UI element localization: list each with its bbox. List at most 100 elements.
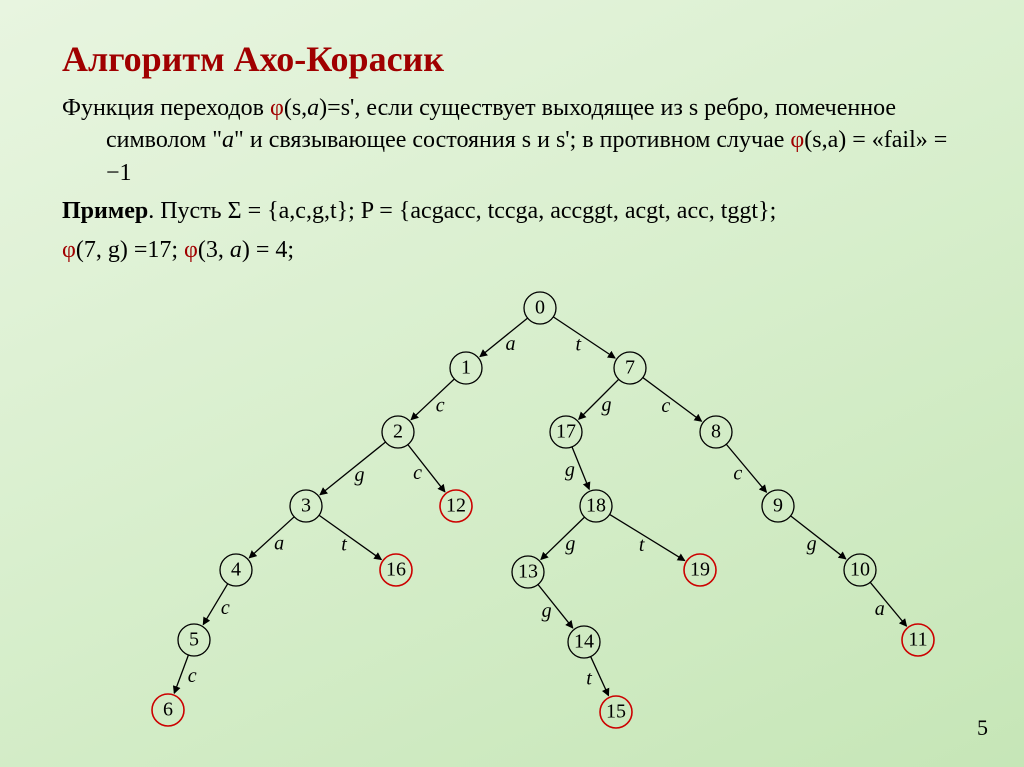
tree-edge bbox=[480, 318, 528, 357]
node-label: 12 bbox=[446, 495, 466, 517]
edge-label: g bbox=[355, 464, 365, 486]
text: Функция переходов bbox=[62, 95, 270, 121]
node-label: 6 bbox=[163, 699, 173, 721]
text: (3, bbox=[198, 237, 230, 263]
node-label: 16 bbox=[386, 559, 406, 581]
tree-edge bbox=[791, 516, 846, 559]
node-label: 8 bbox=[711, 421, 721, 443]
tree-node bbox=[844, 554, 876, 586]
tree-node bbox=[152, 694, 184, 726]
tree-edge bbox=[249, 517, 294, 558]
tree-node bbox=[380, 554, 412, 586]
page-number: 5 bbox=[977, 715, 988, 741]
edge-label: c bbox=[221, 597, 230, 619]
tree-node bbox=[290, 490, 322, 522]
text: (7, g) =17; bbox=[76, 237, 184, 263]
edge-label: t bbox=[586, 668, 592, 690]
node-label: 10 bbox=[850, 559, 870, 581]
node-label: 1 bbox=[461, 357, 471, 379]
tree-node bbox=[512, 556, 544, 588]
text-italic: a bbox=[307, 95, 319, 121]
tree-node bbox=[600, 696, 632, 728]
tree-edge bbox=[553, 317, 615, 358]
tree-edge bbox=[643, 378, 702, 422]
tree-node bbox=[450, 352, 482, 384]
tree-node bbox=[382, 416, 414, 448]
node-label: 0 bbox=[535, 297, 545, 319]
node-label: 4 bbox=[231, 559, 241, 581]
phi-symbol: φ bbox=[270, 95, 284, 121]
edge-label: a bbox=[875, 598, 885, 620]
text: " и связывающее состояния s и s'; в прот… bbox=[234, 127, 790, 153]
text-italic: a bbox=[230, 237, 242, 263]
tree-edge bbox=[870, 582, 906, 626]
edge-label: c bbox=[733, 462, 742, 484]
node-label: 18 bbox=[586, 495, 606, 517]
text: . Пусть Σ = {a,c,g,t}; P = {acgacc, tccg… bbox=[148, 198, 776, 224]
node-label: 13 bbox=[518, 561, 538, 583]
slide: Алгоритм Ахо-Корасик Функция переходов φ… bbox=[0, 0, 1024, 767]
node-label: 2 bbox=[393, 421, 403, 443]
tree-edge bbox=[320, 442, 386, 495]
slide-title: Алгоритм Ахо-Корасик bbox=[62, 38, 444, 80]
phi-symbol: φ bbox=[62, 237, 76, 263]
edge-label: c bbox=[188, 665, 197, 687]
tree-node bbox=[178, 624, 210, 656]
edge-label: g bbox=[565, 459, 575, 481]
edge-label: c bbox=[436, 394, 445, 416]
text: (s, bbox=[284, 95, 307, 121]
node-label: 17 bbox=[556, 421, 576, 443]
edge-label: a bbox=[274, 532, 284, 554]
tree-edge bbox=[610, 514, 685, 560]
tree-edge bbox=[408, 445, 445, 492]
tree-node bbox=[684, 554, 716, 586]
edge-label: t bbox=[341, 533, 347, 555]
text: ) = 4; bbox=[242, 237, 294, 263]
tree-node bbox=[524, 292, 556, 324]
paragraph-3: φ(7, g) =17; φ(3, a) = 4; bbox=[62, 234, 962, 266]
slide-body: Функция переходов φ(s,a)=s', если сущест… bbox=[62, 92, 962, 272]
tree-edge bbox=[572, 447, 589, 489]
edge-label: t bbox=[576, 334, 582, 356]
node-label: 14 bbox=[574, 631, 594, 653]
tree-edge bbox=[538, 584, 573, 627]
paragraph-1: Функция переходов φ(s,a)=s', если сущест… bbox=[62, 92, 962, 189]
example-label: Пример bbox=[62, 198, 148, 224]
node-label: 15 bbox=[606, 701, 626, 723]
node-label: 11 bbox=[908, 629, 927, 651]
edge-label: t bbox=[639, 534, 645, 556]
node-label: 7 bbox=[625, 357, 635, 379]
tree-edge bbox=[541, 517, 585, 559]
edge-label: g bbox=[601, 394, 611, 416]
tree-node bbox=[762, 490, 794, 522]
node-label: 9 bbox=[773, 495, 783, 517]
tree-edge bbox=[319, 515, 381, 559]
tree-node bbox=[568, 626, 600, 658]
paragraph-2: Пример. Пусть Σ = {a,c,g,t}; P = {acgacc… bbox=[62, 195, 962, 227]
edge-label: c bbox=[413, 462, 422, 484]
tree-node bbox=[614, 352, 646, 384]
tree-node bbox=[580, 490, 612, 522]
tree-edge bbox=[579, 379, 619, 419]
tree-edge bbox=[203, 584, 228, 625]
tree-edge bbox=[726, 444, 766, 492]
node-label: 19 bbox=[690, 559, 710, 581]
tree-node bbox=[440, 490, 472, 522]
tree-edge bbox=[174, 655, 188, 693]
tree-edge bbox=[591, 657, 609, 696]
edge-label: g bbox=[565, 533, 575, 555]
edge-label: a bbox=[506, 333, 516, 355]
node-label: 3 bbox=[301, 495, 311, 517]
tree-node bbox=[220, 554, 252, 586]
phi-symbol: φ bbox=[184, 237, 198, 263]
phi-symbol: φ bbox=[790, 127, 804, 153]
text-italic: a bbox=[222, 127, 234, 153]
edge-label: c bbox=[661, 395, 670, 417]
tree-node bbox=[550, 416, 582, 448]
edge-label: g bbox=[807, 533, 817, 555]
node-label: 5 bbox=[189, 629, 199, 651]
tree-node bbox=[902, 624, 934, 656]
tree-node bbox=[700, 416, 732, 448]
edge-label: g bbox=[542, 600, 552, 622]
tree-edge bbox=[411, 379, 454, 420]
